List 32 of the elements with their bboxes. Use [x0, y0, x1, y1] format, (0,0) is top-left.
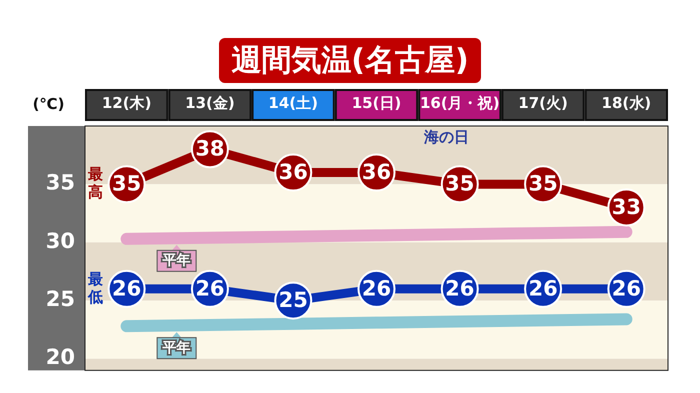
x-tick-label: 14(土) — [268, 94, 318, 112]
y-tick-label: 30 — [46, 228, 75, 253]
x-tick-label: 17(火) — [518, 94, 568, 112]
data-label: 25 — [278, 288, 308, 312]
data-label: 26 — [112, 276, 142, 300]
data-label: 36 — [362, 160, 392, 184]
data-label: 26 — [195, 276, 225, 300]
x-tick-label: 13(金) — [185, 94, 235, 112]
legend-label: 平年 — [162, 340, 191, 356]
x-tick-label: 16(月・祝) — [420, 94, 500, 112]
data-label: 26 — [362, 276, 392, 300]
y-tick-label: 25 — [46, 287, 75, 312]
data-label: 26 — [528, 276, 558, 300]
data-label: 38 — [195, 136, 225, 161]
y-tick-label: 20 — [46, 345, 75, 370]
y-axis-title: (℃) — [32, 94, 64, 113]
x-tick-label: 18(水) — [602, 94, 652, 112]
data-label: 35 — [445, 172, 474, 196]
data-label: 26 — [612, 276, 641, 300]
chart-title: 週間気温(名古屋) — [219, 38, 481, 83]
data-label: 36 — [278, 160, 308, 184]
annotation: 海の日 — [422, 128, 469, 146]
y-tick-label: 35 — [46, 170, 75, 195]
data-label: 26 — [445, 276, 474, 300]
legend-label: 平年 — [162, 252, 191, 269]
data-label: 33 — [612, 194, 641, 219]
data-label: 35 — [112, 172, 142, 196]
data-label: 35 — [528, 172, 558, 196]
x-tick-label: 12(木) — [102, 94, 152, 112]
series-label: 最低 — [87, 270, 104, 306]
series-label: 最高 — [87, 165, 104, 202]
x-tick-label: 15(日) — [352, 94, 402, 112]
